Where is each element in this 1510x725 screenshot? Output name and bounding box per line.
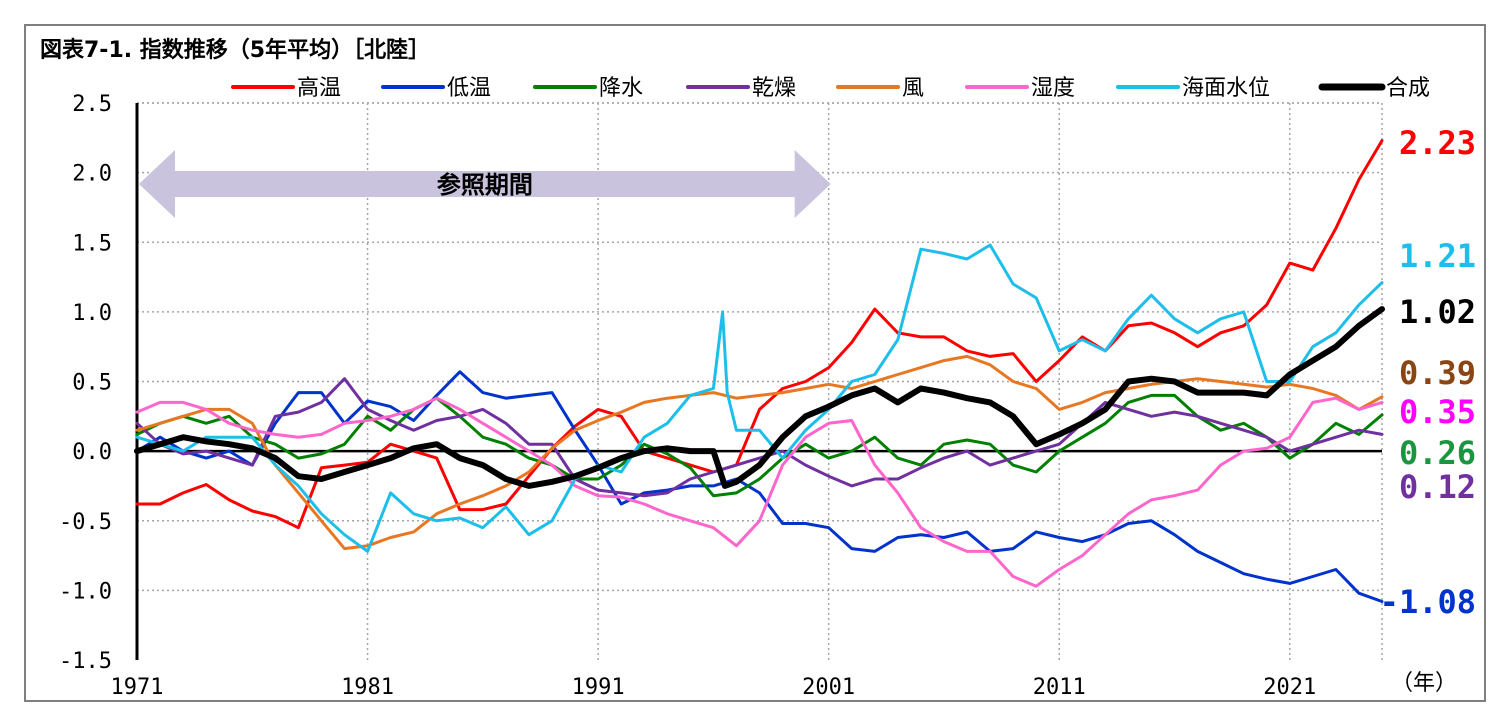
end-value-label: -1.08: [1380, 583, 1476, 621]
series-line-低温: [135, 370, 1384, 603]
y-tick-label: -1.5: [59, 649, 112, 674]
double-arrow-shape: [139, 150, 831, 218]
y-tick-label: 0.0: [72, 440, 112, 465]
x-tick-label: 1971: [111, 675, 164, 700]
end-value-label: 1.21: [1399, 237, 1476, 275]
series-line-合成: [134, 306, 1385, 489]
series-line-乾燥: [135, 377, 1384, 498]
legend-label: 海面水位: [1182, 76, 1270, 101]
legend-label: 高温: [297, 76, 341, 101]
reference-period-label: 参照期間: [437, 171, 533, 199]
chart-title: 図表7-1. 指数推移（5年平均）［北陸］: [40, 38, 431, 63]
series-line-降水: [135, 393, 1384, 498]
legend-label: 合成: [1386, 76, 1430, 101]
y-tick-label: -1.0: [59, 579, 112, 604]
legend-label: 湿度: [1031, 76, 1075, 101]
y-tick-label: 1.5: [72, 231, 112, 256]
y-tick-label: -0.5: [59, 510, 112, 535]
legend: 高温 低温 降水 乾燥 風 湿度 海面水位 合成: [231, 76, 1430, 101]
end-labels: 2.23 -1.08 0.260.12 0.390.35 1.21 1.02: [1380, 124, 1476, 621]
legend-label: 風: [902, 76, 924, 101]
x-axis-unit-label: （年）: [1391, 671, 1457, 696]
x-tick-label: 2001: [802, 675, 855, 700]
x-tick-label: 1991: [572, 675, 625, 700]
chart-frame: [24, 24, 1486, 702]
end-value-label: 0.35: [1399, 393, 1476, 431]
end-value-label: 0.26: [1399, 434, 1476, 472]
y-tick-label: 2.0: [72, 162, 112, 187]
y-tick-label: 1.0: [72, 301, 112, 326]
legend-label: 降水: [599, 76, 643, 101]
series-line-海面水位: [135, 243, 1384, 553]
legend-label: 低温: [447, 76, 491, 101]
end-value-label: 0.12: [1399, 468, 1476, 506]
end-value-label: 0.39: [1399, 354, 1476, 392]
x-tick-label: 1981: [341, 675, 394, 700]
y-tick-label: 0.5: [72, 371, 112, 396]
reference-period-arrow: 参照期間: [139, 150, 831, 218]
legend-label: 乾燥: [752, 76, 796, 101]
end-value-label: 1.02: [1399, 293, 1476, 331]
series-line-高温: [135, 139, 1384, 530]
series-lines: [134, 139, 1385, 603]
x-tick-label: 2021: [1263, 675, 1316, 700]
end-value-label: 2.23: [1399, 124, 1476, 162]
x-tick-label: 2011: [1033, 675, 1086, 700]
y-tick-label: 2.5: [72, 92, 112, 117]
series-line-湿度: [135, 396, 1384, 588]
